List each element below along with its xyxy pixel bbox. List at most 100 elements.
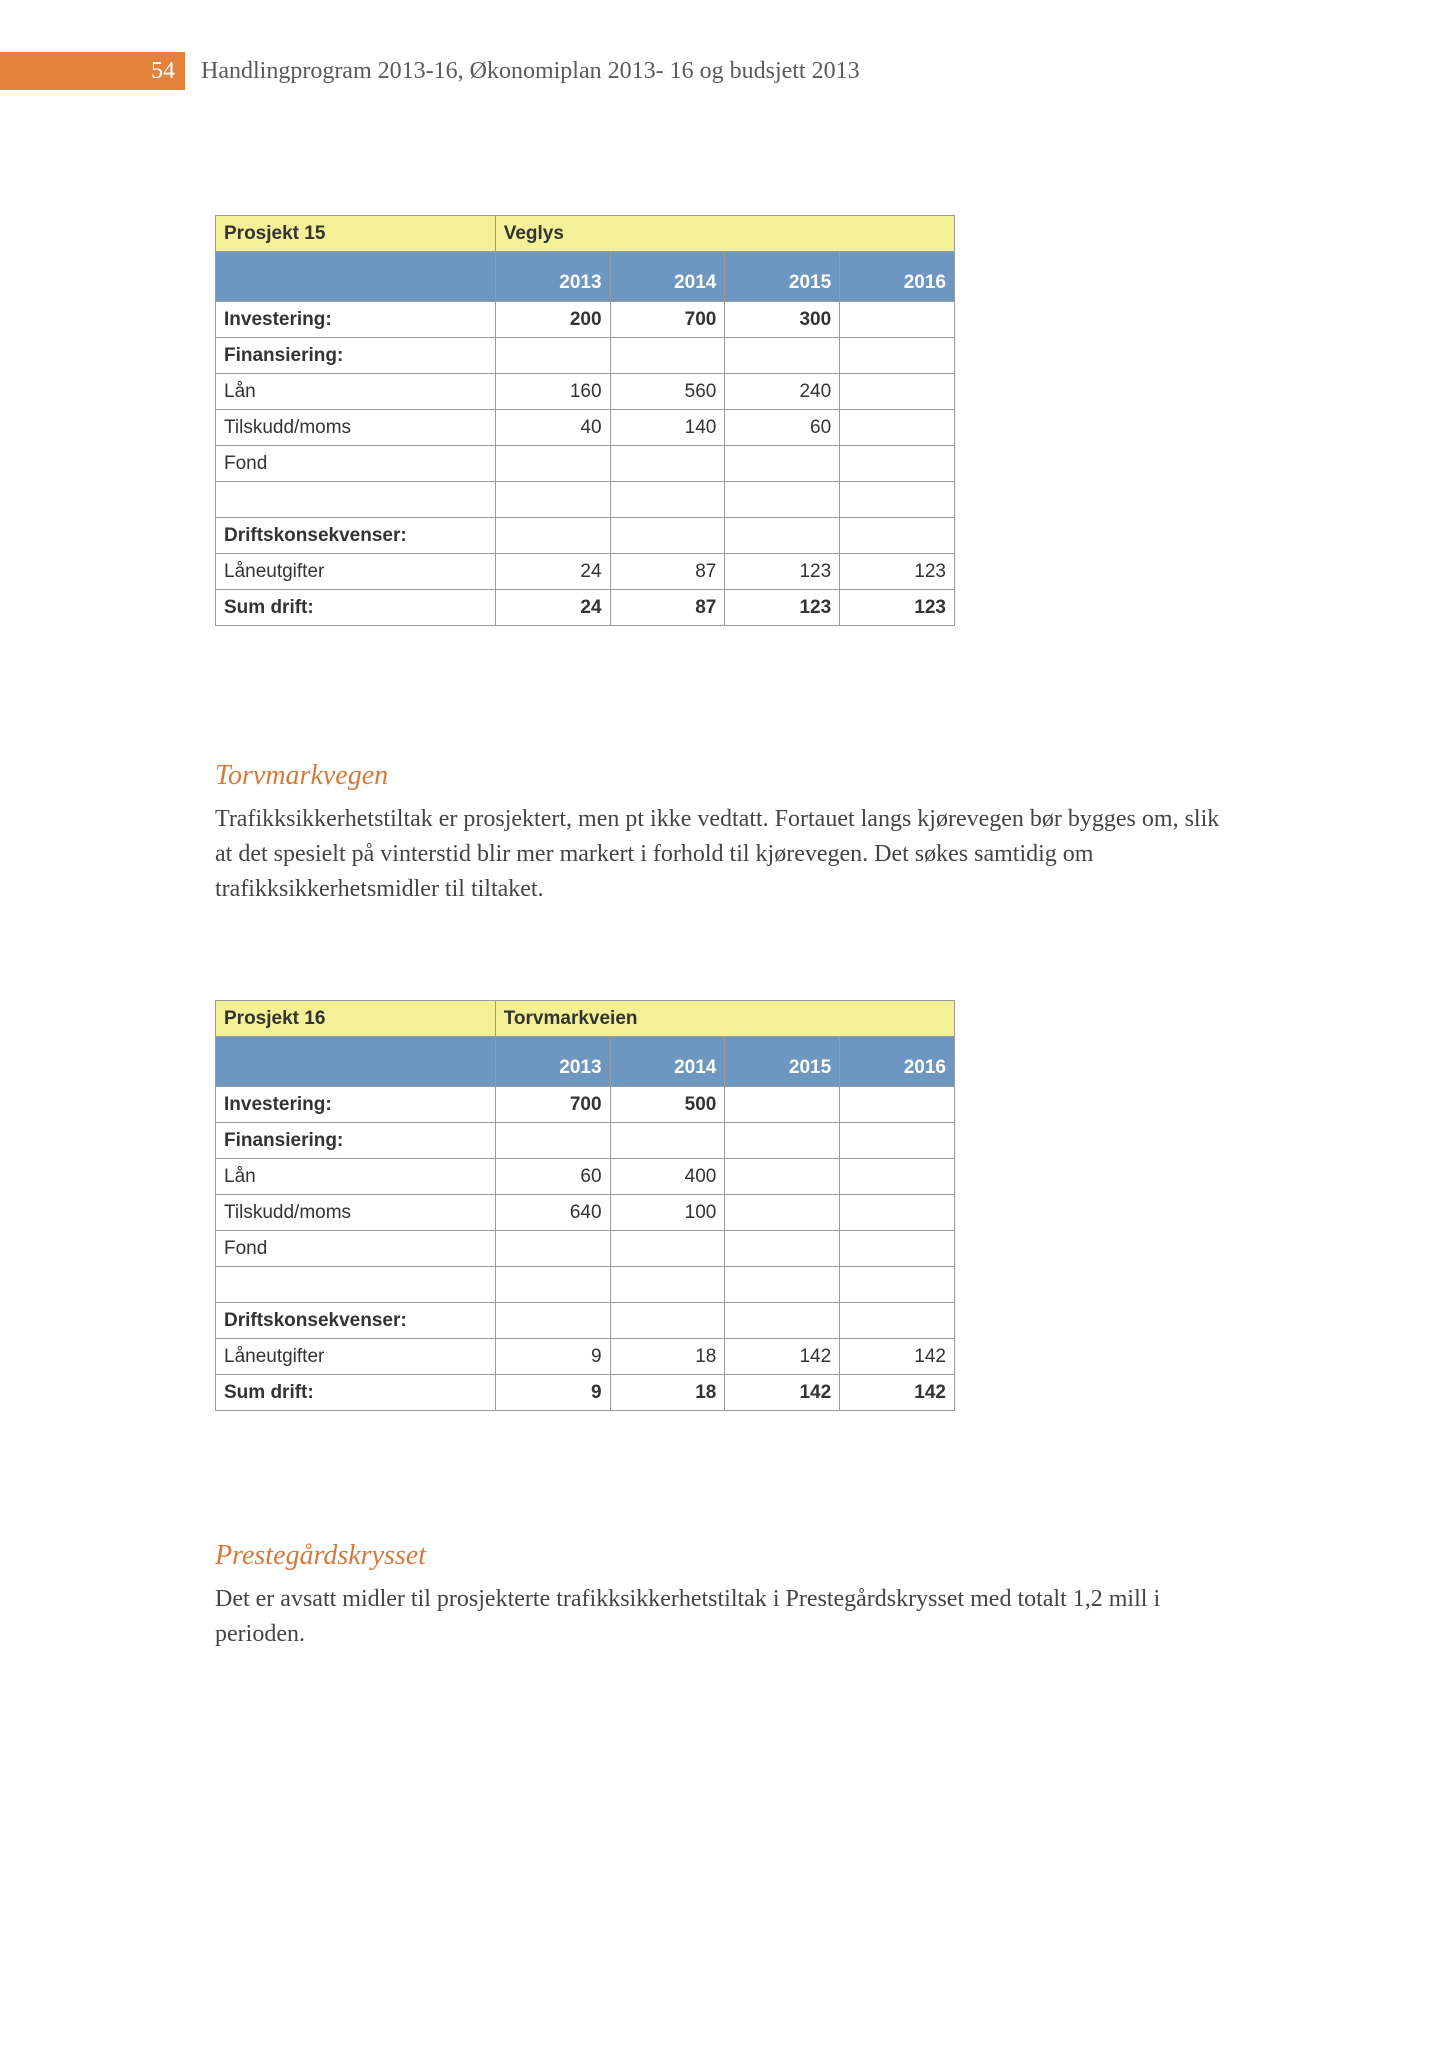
cell: 142: [840, 1339, 955, 1375]
table-row: Låneutgifter 9 18 142 142: [216, 1339, 955, 1375]
table-row: Sum drift: 24 87 123 123: [216, 590, 955, 626]
cell: [495, 338, 610, 374]
cell: 500: [610, 1087, 725, 1123]
cell: 700: [495, 1087, 610, 1123]
year-2014: 2014: [674, 272, 716, 293]
cell: [725, 1303, 840, 1339]
year-2015: 2015: [789, 1057, 831, 1078]
row-label: Tilskudd/moms: [216, 410, 496, 446]
page-header: 54 Handlingprogram 2013-16, Økonomiplan …: [0, 52, 860, 90]
project-name: Torvmarkveien: [504, 1008, 638, 1029]
table-row: [216, 1267, 955, 1303]
row-label: Tilskudd/moms: [216, 1195, 496, 1231]
cell: [610, 1123, 725, 1159]
cell: 700: [610, 302, 725, 338]
cell: [725, 1159, 840, 1195]
cell: [610, 518, 725, 554]
cell: [495, 1123, 610, 1159]
cell: [495, 518, 610, 554]
table-row: Driftskonsekvenser:: [216, 518, 955, 554]
page-number-block: 54: [0, 52, 185, 90]
cell: [840, 1231, 955, 1267]
cell: 9: [495, 1339, 610, 1375]
section-heading-torvmarkvegen: Torvmarkvegen: [215, 760, 1235, 792]
cell: [725, 1195, 840, 1231]
cell: 100: [610, 1195, 725, 1231]
table-row: Finansiering:: [216, 338, 955, 374]
project-label: Prosjekt 15: [224, 223, 325, 244]
cell: 18: [610, 1375, 725, 1411]
table-row: Lån 160 560 240: [216, 374, 955, 410]
table-row: Fond: [216, 446, 955, 482]
row-label: Lån: [216, 1159, 496, 1195]
cell: 142: [725, 1339, 840, 1375]
budget-table-16: Prosjekt 16 Torvmarkveien 2013 2014 2015…: [215, 1000, 955, 1411]
cell: 123: [840, 590, 955, 626]
table-row: Investering: 200 700 300: [216, 302, 955, 338]
project-label: Prosjekt 16: [224, 1008, 325, 1029]
row-label: Investering:: [216, 1087, 496, 1123]
cell: [725, 518, 840, 554]
table-row: Lån 60 400: [216, 1159, 955, 1195]
cell: 87: [610, 590, 725, 626]
table-row: Tilskudd/moms 640 100: [216, 1195, 955, 1231]
cell: [725, 446, 840, 482]
table-title-row: Prosjekt 16 Torvmarkveien: [216, 1001, 955, 1037]
cell: 24: [495, 554, 610, 590]
cell: [495, 1231, 610, 1267]
cell: 60: [495, 1159, 610, 1195]
project-name: Veglys: [504, 223, 564, 244]
table-row: Tilskudd/moms 40 140 60: [216, 410, 955, 446]
cell: 123: [840, 554, 955, 590]
row-label: Finansiering:: [216, 338, 496, 374]
row-label: Sum drift:: [216, 1375, 496, 1411]
cell: 142: [725, 1375, 840, 1411]
cell: 87: [610, 554, 725, 590]
cell: [610, 1303, 725, 1339]
year-2013: 2013: [559, 1057, 601, 1078]
cell: [725, 1123, 840, 1159]
cell: 18: [610, 1339, 725, 1375]
cell: 123: [725, 590, 840, 626]
row-label: Låneutgifter: [216, 1339, 496, 1375]
year-2013: 2013: [559, 272, 601, 293]
cell: [840, 302, 955, 338]
cell: 60: [725, 410, 840, 446]
cell: 24: [495, 590, 610, 626]
year-2016: 2016: [904, 1057, 946, 1078]
row-label: Driftskonsekvenser:: [216, 1303, 496, 1339]
cell: 40: [495, 410, 610, 446]
cell: [840, 446, 955, 482]
spacer-row: [216, 1037, 955, 1051]
section-body: Trafikksikkerhetstiltak er prosjektert, …: [215, 802, 1235, 906]
spacer-row: [216, 252, 955, 266]
cell: [610, 338, 725, 374]
section-heading-prestegaardskrysset: Prestegårdskrysset: [215, 1540, 1235, 1572]
cell: [840, 1195, 955, 1231]
cell: 560: [610, 374, 725, 410]
table-row: Investering: 700 500: [216, 1087, 955, 1123]
budget-table-15: Prosjekt 15 Veglys 2013 2014 2015 2016 I…: [215, 215, 955, 626]
cell: [725, 1087, 840, 1123]
year-header-row: 2013 2014 2015 2016: [216, 266, 955, 302]
table-row: Fond: [216, 1231, 955, 1267]
cell: [840, 1087, 955, 1123]
cell: [840, 1159, 955, 1195]
cell: 160: [495, 374, 610, 410]
cell: 640: [495, 1195, 610, 1231]
row-label: Fond: [216, 1231, 496, 1267]
row-label: Låneutgifter: [216, 554, 496, 590]
row-label: Sum drift:: [216, 590, 496, 626]
cell: [840, 338, 955, 374]
row-label: Lån: [216, 374, 496, 410]
table-title-row: Prosjekt 15 Veglys: [216, 216, 955, 252]
cell: 200: [495, 302, 610, 338]
cell: [840, 1123, 955, 1159]
cell: [610, 1231, 725, 1267]
cell: [495, 446, 610, 482]
cell: [840, 518, 955, 554]
table-row: Driftskonsekvenser:: [216, 1303, 955, 1339]
cell: 142: [840, 1375, 955, 1411]
cell: [840, 410, 955, 446]
page-title: Handlingprogram 2013-16, Økonomiplan 201…: [201, 58, 860, 85]
